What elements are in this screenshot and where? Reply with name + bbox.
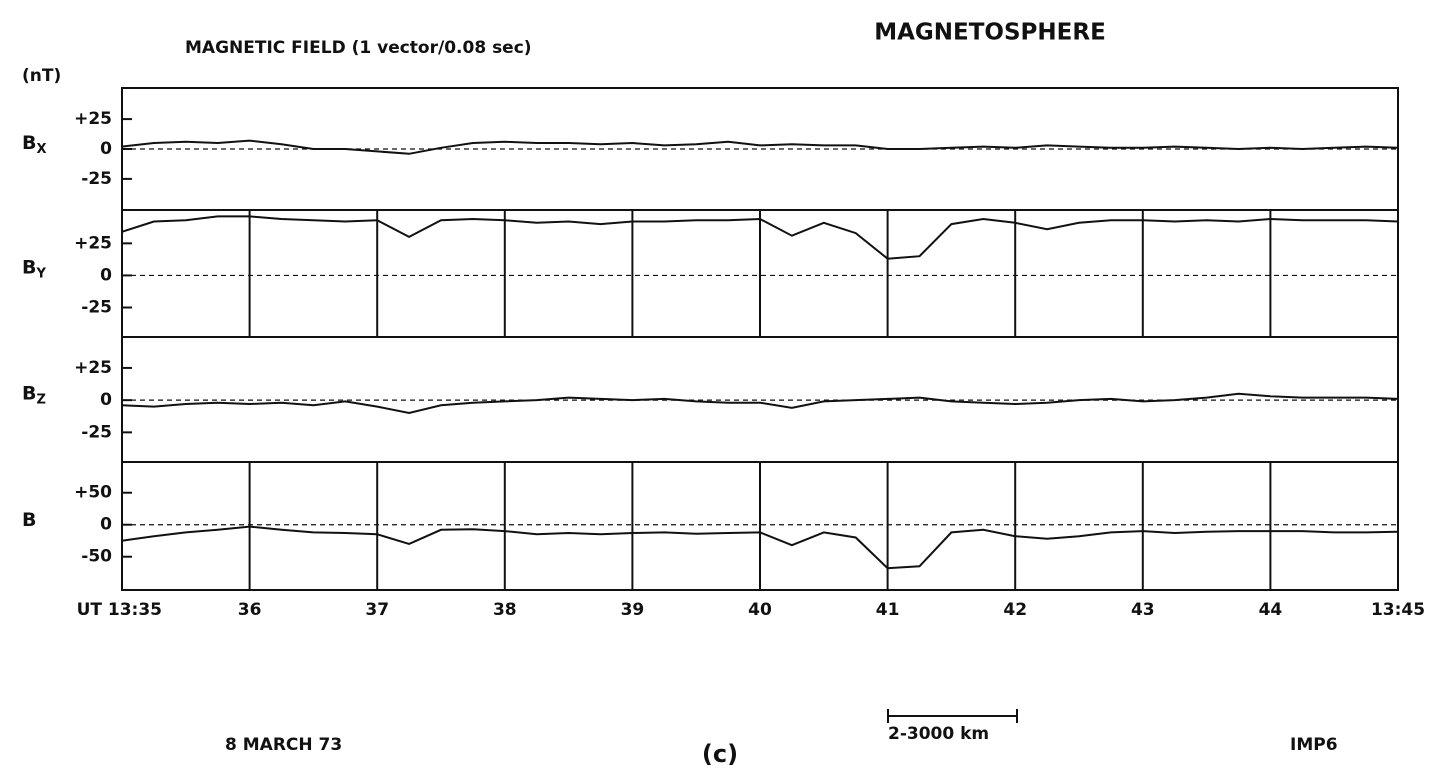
y-axis-label-main: B [22, 132, 36, 154]
x-tick-label: 38 [493, 600, 517, 620]
y-axis-label-main: B [22, 382, 36, 404]
y-axis-label: BX [22, 132, 47, 157]
x-tick-label: 36 [238, 600, 262, 620]
x-tick-label: 37 [365, 600, 389, 620]
y-axis-label-sub: X [36, 142, 46, 157]
y-axis-label: BZ [22, 382, 46, 407]
unit: (nT) [22, 66, 61, 86]
y-axis-label: BY [22, 256, 46, 281]
x-tick-label: 43 [1131, 600, 1155, 620]
y-tick-label: 0 [100, 515, 112, 535]
x-tick-label: 13:45 [1371, 600, 1425, 620]
panel-frame [121, 336, 1399, 463]
y-tick-label: -50 [81, 547, 112, 567]
y-tick-label: -25 [81, 169, 112, 189]
y-axis-label-main: B [22, 256, 36, 278]
y-axis-label-sub: Z [36, 392, 45, 407]
x-tick-label: 39 [621, 600, 645, 620]
scale-bar [887, 709, 1018, 723]
trace [121, 525, 1399, 570]
y-axis-label: B [22, 509, 36, 531]
x-tick-label: 44 [1259, 600, 1283, 620]
y-tick-label: 0 [100, 139, 112, 159]
y-tick-label: 0 [100, 390, 112, 410]
trace [121, 392, 1399, 415]
y-tick-label: +25 [74, 233, 112, 253]
x-tick-label: 41 [876, 600, 900, 620]
subtitle: MAGNETIC FIELD (1 vector/0.08 sec) [185, 38, 532, 58]
scale-bar-label: 2-3000 km [888, 724, 989, 744]
y-tick-label: +25 [74, 358, 112, 378]
panel-frame [121, 461, 1399, 591]
x-tick-label: UT 13:35 [77, 600, 162, 620]
spacecraft: IMP6 [1290, 735, 1338, 755]
y-tick-label: +50 [74, 483, 112, 503]
trace [121, 139, 1399, 155]
y-axis-label-main: B [22, 509, 36, 531]
y-tick-label: -25 [81, 297, 112, 317]
panel-label: (c) [702, 740, 738, 768]
y-axis-label-sub: Y [35, 266, 46, 281]
title: MAGNETOSPHERE [874, 20, 1106, 46]
x-tick-label: 40 [748, 600, 772, 620]
date: 8 MARCH 73 [225, 735, 342, 755]
y-tick-label: -25 [81, 422, 112, 442]
trace [121, 215, 1399, 260]
y-tick-label: +25 [74, 109, 112, 129]
y-tick-label: 0 [100, 265, 112, 285]
x-tick-label: 42 [1003, 600, 1027, 620]
